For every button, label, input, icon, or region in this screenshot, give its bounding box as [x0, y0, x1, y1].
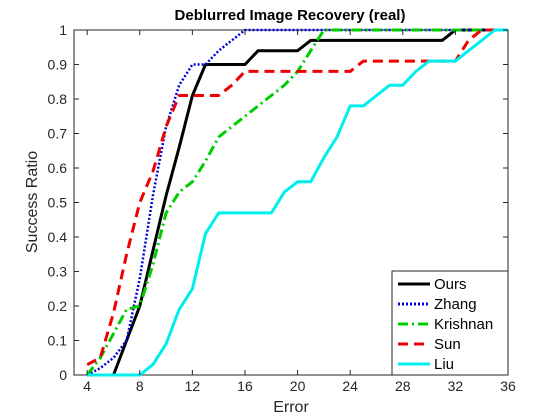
series-line-ours [87, 28, 508, 377]
y-tick-label: 1 [59, 22, 67, 38]
y-tick-label: 0.8 [48, 91, 68, 107]
y-tick-label: 0.4 [48, 229, 68, 245]
ticks-layer: 4 8 12 16 20 24 28 32 36 0 0.1 0.2 0.3 0.4 0.5 0.6 0.7 0.… [48, 22, 516, 394]
x-tick-label: 16 [237, 378, 253, 394]
x-tick-label: 32 [448, 378, 464, 394]
x-tick-label: 20 [290, 378, 306, 394]
legend-label-sun: Sun [434, 336, 461, 353]
y-tick-label: 0.3 [48, 264, 68, 280]
y-tick-label: 0.2 [48, 298, 68, 314]
legend-box [391, 270, 509, 376]
y-tick-label: 0.1 [48, 333, 68, 349]
series-line-liu [87, 28, 508, 377]
x-tick-label: 8 [136, 378, 144, 394]
chart-title: Deblurred Image Recovery (real) [175, 7, 406, 24]
legend: Ours Zhang Krishnan Sun Liu [391, 270, 509, 376]
x-tick-label: 28 [395, 378, 411, 394]
legend-label-ours: Ours [434, 276, 467, 293]
x-tick-label: 36 [500, 378, 516, 394]
y-tick-label: 0.6 [48, 160, 68, 176]
x-tick-label: 12 [185, 378, 201, 394]
x-tick-label: 4 [83, 378, 91, 394]
legend-label-krishnan: Krishnan [434, 316, 493, 333]
legend-label-liu: Liu [434, 356, 454, 373]
x-axis-label: Error [273, 399, 309, 416]
y-tick-label: 0.7 [48, 126, 68, 142]
y-tick-label: 0.5 [48, 195, 68, 211]
y-tick-label: 0 [59, 367, 67, 383]
y-axis-label: Success Ratio [24, 151, 41, 253]
legend-label-zhang: Zhang [434, 296, 477, 313]
x-tick-label: 24 [342, 378, 358, 394]
y-tick-label: 0.9 [48, 57, 68, 73]
